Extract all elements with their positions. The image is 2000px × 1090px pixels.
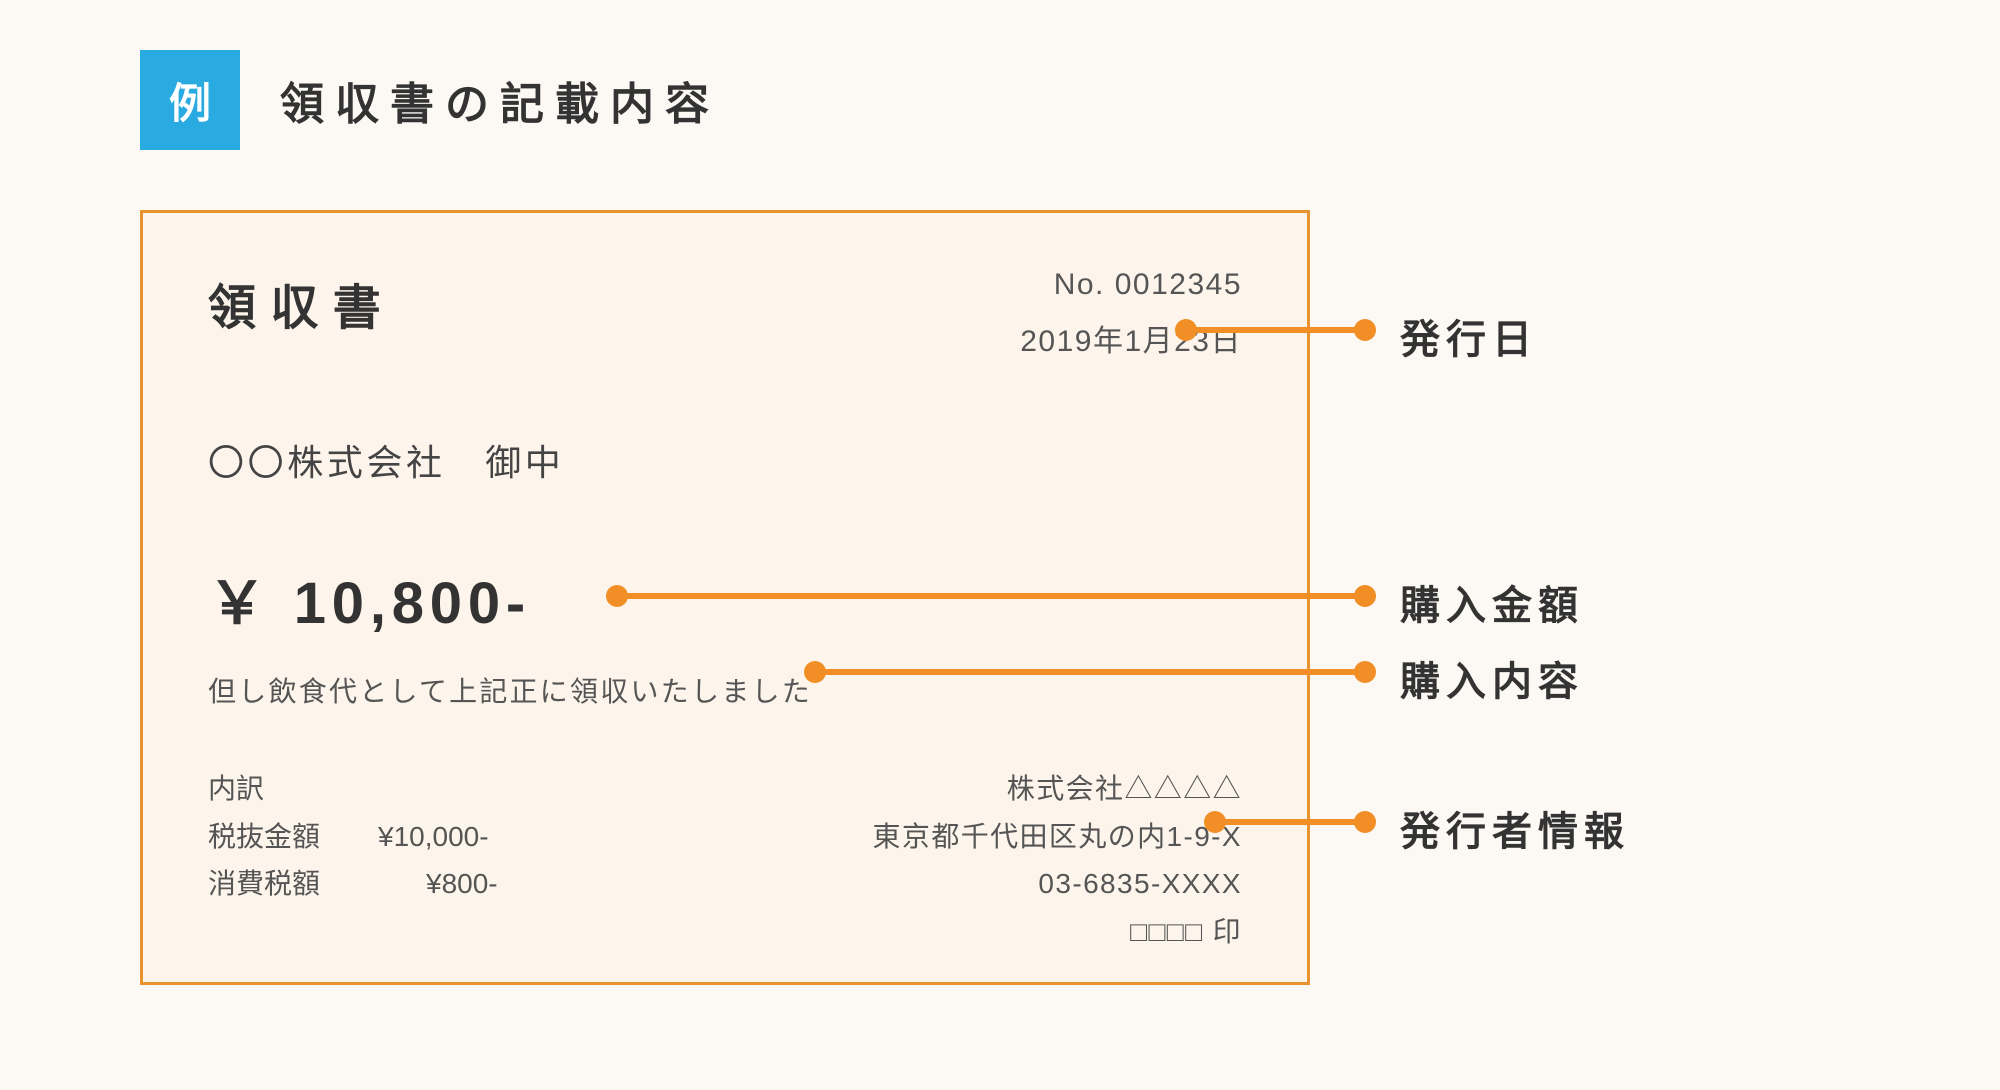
callout-label: 発行日 <box>1400 307 1538 365</box>
receipt-issuer: 株式会社△△△△ 東京都千代田区丸の内1-9-X 03-6835-XXXX □□… <box>873 765 1242 955</box>
receipt-to: 〇〇株式会社 御中 <box>208 434 1242 486</box>
callout-issuer: 発行者情報 <box>1400 799 1630 857</box>
callout-content: 購入内容 <box>1400 649 1584 707</box>
receipt-breakdown: 内訳 税抜金額 ¥10,000- 消費税額 ¥800- <box>208 765 498 908</box>
receipt-title: 領収書 <box>208 268 395 338</box>
breakdown-label: 消費税額 <box>208 860 378 908</box>
breakdown-value: ¥10,000- <box>378 813 489 861</box>
connector-dot <box>1354 661 1376 683</box>
callout-date: 発行日 <box>1400 307 1538 365</box>
connector-line <box>1186 327 1365 333</box>
page-title: 領収書の記載内容 <box>280 68 720 132</box>
breakdown-row: 税抜金額 ¥10,000- <box>208 813 498 861</box>
callout-label: 購入内容 <box>1400 649 1584 707</box>
connector-dot <box>1354 319 1376 341</box>
breakdown-value: ¥800- <box>426 860 498 908</box>
connector-line <box>1215 819 1365 825</box>
connector-dot <box>1354 811 1376 833</box>
issuer-seal: □□□□ 印 <box>873 908 1242 956</box>
callout-label: 購入金額 <box>1400 573 1584 631</box>
callout-amount: 購入金額 <box>1400 573 1584 631</box>
receipt-bottom-row: 内訳 税抜金額 ¥10,000- 消費税額 ¥800- 株式会社△△△△ 東京都… <box>208 765 1242 955</box>
header: 例 領収書の記載内容 <box>140 50 720 150</box>
breakdown-row: 消費税額 ¥800- <box>208 860 498 908</box>
receipt-number: No. 0012345 <box>1020 268 1242 302</box>
issuer-address: 東京都千代田区丸の内1-9-X <box>873 813 1242 861</box>
receipt-top-row: 領収書 No. 0012345 2019年1月23日 <box>208 268 1242 374</box>
connector-line <box>617 593 1365 599</box>
example-badge: 例 <box>140 50 240 150</box>
callout-label: 発行者情報 <box>1400 799 1630 857</box>
issuer-company: 株式会社△△△△ <box>873 765 1242 813</box>
breakdown-header: 内訳 <box>208 765 498 813</box>
issuer-phone: 03-6835-XXXX <box>873 860 1242 908</box>
connector-line <box>815 669 1365 675</box>
breakdown-label: 税抜金額 <box>208 813 378 861</box>
connector-dot <box>1354 585 1376 607</box>
receipt-meta: No. 0012345 2019年1月23日 <box>1020 268 1242 374</box>
receipt-description: 但し飲食代として上記正に領収いたしました <box>208 670 1242 710</box>
